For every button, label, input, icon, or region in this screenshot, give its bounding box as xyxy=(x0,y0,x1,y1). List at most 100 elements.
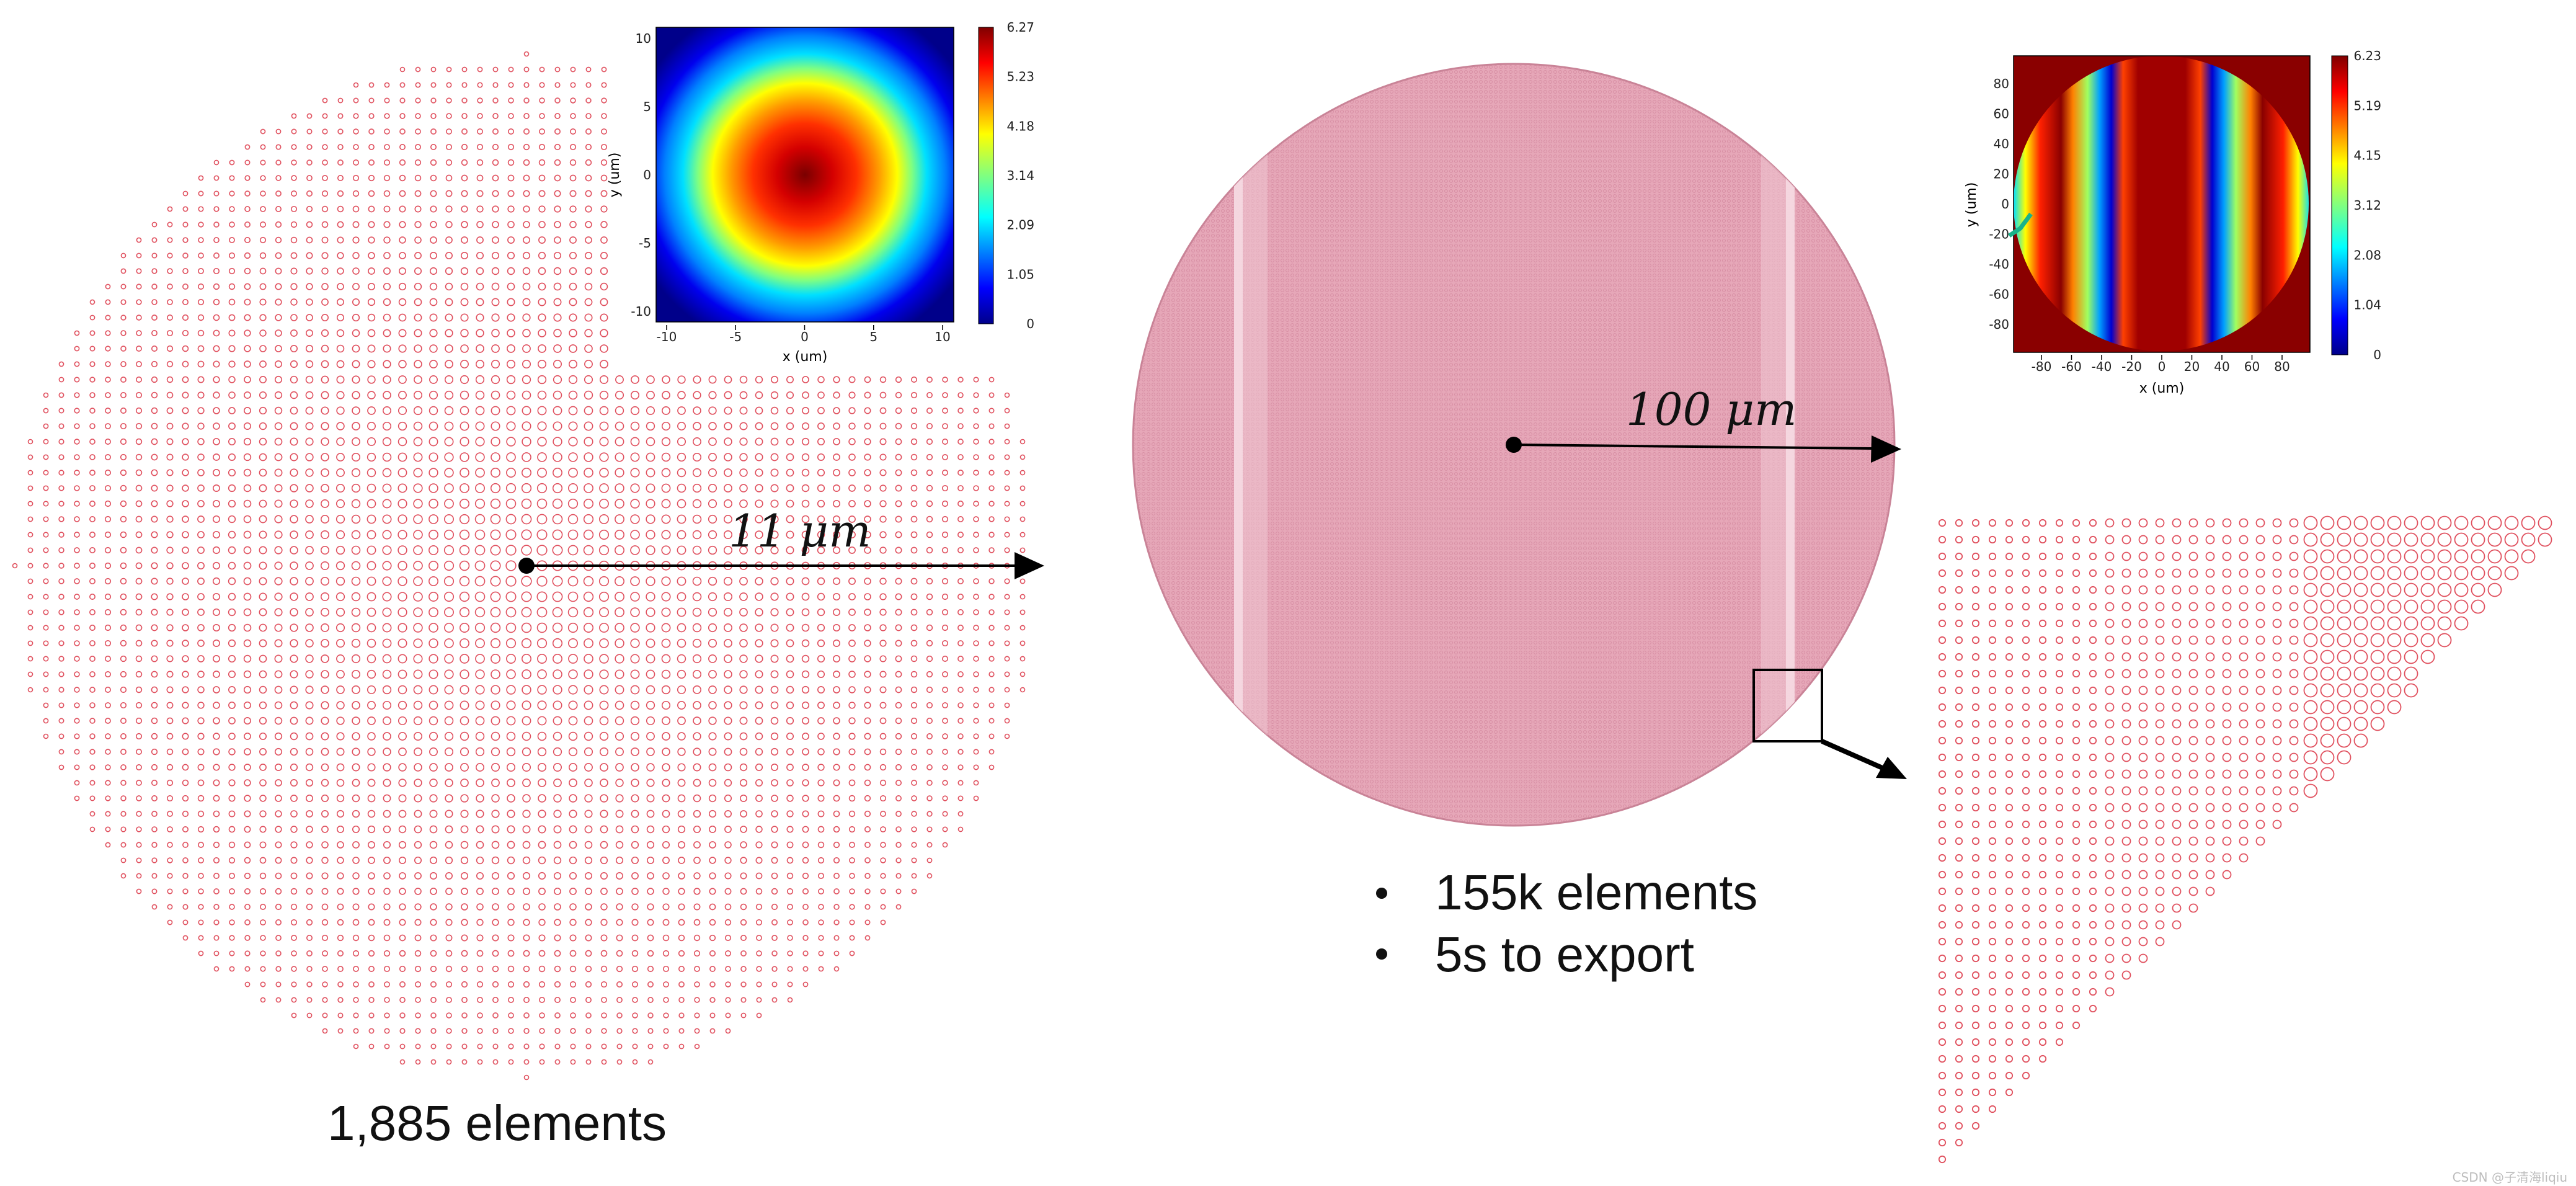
meta-atom xyxy=(755,670,763,679)
meta-atom xyxy=(182,655,189,662)
meta-atom xyxy=(259,329,267,337)
meta-atom xyxy=(505,560,517,571)
meta-atom xyxy=(521,622,532,633)
meta-atom xyxy=(1955,971,1963,979)
meta-atom xyxy=(353,966,359,972)
right-inset-y-tick-label: 80 xyxy=(1994,76,2009,91)
meta-atom xyxy=(368,934,375,942)
meta-atom xyxy=(599,390,609,400)
meta-atom xyxy=(228,484,236,493)
meta-atom xyxy=(336,732,345,741)
meta-atom xyxy=(135,515,143,523)
meta-atom xyxy=(911,826,917,832)
meta-atom xyxy=(1971,1088,1980,1097)
meta-atom xyxy=(2121,769,2131,779)
meta-atom xyxy=(2420,566,2435,581)
meta-atom xyxy=(460,267,469,275)
meta-atom xyxy=(197,329,205,337)
meta-atom xyxy=(677,499,686,509)
meta-atom xyxy=(398,514,407,524)
meta-atom xyxy=(290,344,298,352)
meta-atom xyxy=(1019,547,1026,553)
meta-atom xyxy=(259,376,267,383)
meta-atom xyxy=(321,732,329,741)
meta-atom xyxy=(599,499,609,509)
meta-atom xyxy=(833,888,840,894)
meta-atom xyxy=(537,762,547,772)
meta-atom xyxy=(415,997,421,1003)
meta-atom xyxy=(1938,686,1947,695)
meta-atom xyxy=(661,483,671,493)
meta-atom xyxy=(351,592,361,602)
meta-atom xyxy=(351,654,361,664)
meta-atom xyxy=(600,872,608,880)
meta-atom xyxy=(631,872,639,880)
meta-atom xyxy=(414,965,422,973)
meta-atom xyxy=(818,888,824,894)
meta-atom xyxy=(460,483,469,493)
meta-atom xyxy=(723,545,733,555)
meta-atom xyxy=(661,685,671,695)
meta-atom xyxy=(2172,585,2182,595)
meta-atom xyxy=(260,919,266,925)
meta-atom xyxy=(229,190,235,197)
meta-atom xyxy=(755,701,763,710)
meta-atom xyxy=(492,97,499,104)
meta-atom xyxy=(244,407,251,414)
meta-atom xyxy=(290,252,298,259)
meta-atom xyxy=(58,671,64,677)
meta-atom xyxy=(879,717,887,725)
meta-atom xyxy=(1019,625,1026,631)
meta-atom xyxy=(74,361,80,367)
meta-atom xyxy=(445,856,453,865)
meta-atom xyxy=(352,825,360,834)
meta-atom xyxy=(275,826,282,833)
meta-atom xyxy=(198,904,204,910)
meta-atom xyxy=(2072,803,2081,812)
meta-atom xyxy=(646,623,655,633)
meta-atom xyxy=(600,252,608,259)
meta-atom xyxy=(213,888,220,894)
meta-atom xyxy=(2337,515,2352,530)
meta-atom xyxy=(926,749,933,755)
meta-atom xyxy=(213,655,220,662)
meta-atom xyxy=(151,252,158,259)
meta-atom xyxy=(864,484,871,492)
meta-atom xyxy=(89,764,95,770)
meta-atom xyxy=(2072,686,2081,695)
meta-atom xyxy=(616,965,623,973)
meta-atom xyxy=(2089,870,2097,879)
meta-atom xyxy=(1004,687,1010,693)
meta-atom xyxy=(446,97,452,104)
meta-atom xyxy=(988,625,995,631)
meta-atom xyxy=(104,577,112,585)
meta-atom xyxy=(213,873,220,879)
meta-atom xyxy=(167,873,173,879)
left-inset-x-tick-label: 5 xyxy=(869,329,877,344)
meta-atom xyxy=(322,981,328,988)
meta-atom xyxy=(43,563,49,569)
meta-atom xyxy=(677,607,686,617)
meta-atom xyxy=(445,919,453,926)
meta-atom xyxy=(382,607,392,617)
meta-atom xyxy=(2320,716,2335,731)
meta-atom xyxy=(460,344,469,353)
left-colorbar-tick-label: 4.18 xyxy=(1006,118,1034,133)
meta-atom xyxy=(957,625,964,631)
meta-atom xyxy=(429,282,438,291)
meta-atom xyxy=(243,499,252,508)
meta-atom xyxy=(415,82,421,88)
meta-atom xyxy=(2005,653,2014,661)
meta-atom xyxy=(368,1043,375,1050)
meta-atom xyxy=(2370,532,2385,547)
meta-atom xyxy=(275,221,282,228)
meta-atom xyxy=(383,840,391,849)
meta-atom xyxy=(880,842,886,848)
meta-atom xyxy=(383,809,391,818)
meta-atom xyxy=(1988,1088,1997,1097)
meta-atom xyxy=(569,840,577,849)
meta-atom xyxy=(833,748,840,756)
meta-atom xyxy=(2038,904,2047,912)
meta-atom xyxy=(678,888,685,895)
meta-atom xyxy=(553,329,562,337)
